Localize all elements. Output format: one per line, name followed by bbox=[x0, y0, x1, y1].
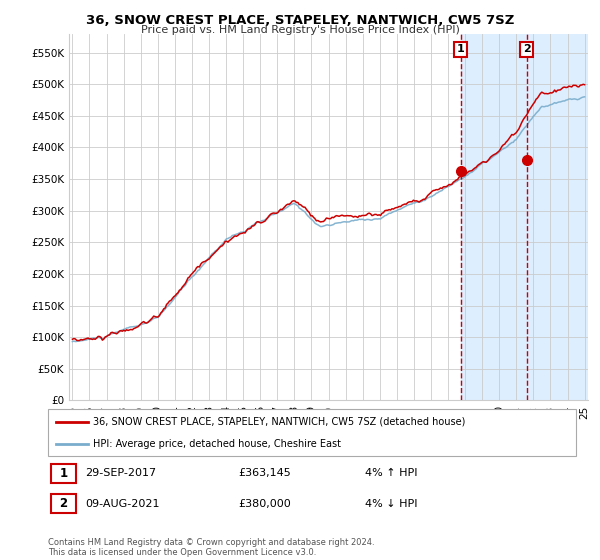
Text: 1: 1 bbox=[59, 467, 67, 480]
Text: 4% ↓ HPI: 4% ↓ HPI bbox=[365, 499, 418, 509]
Text: 2: 2 bbox=[523, 44, 530, 54]
Text: 29-SEP-2017: 29-SEP-2017 bbox=[85, 468, 156, 478]
Text: 36, SNOW CREST PLACE, STAPELEY, NANTWICH, CW5 7SZ: 36, SNOW CREST PLACE, STAPELEY, NANTWICH… bbox=[86, 14, 514, 27]
Text: 36, SNOW CREST PLACE, STAPELEY, NANTWICH, CW5 7SZ (detached house): 36, SNOW CREST PLACE, STAPELEY, NANTWICH… bbox=[93, 417, 465, 427]
Text: 09-AUG-2021: 09-AUG-2021 bbox=[85, 499, 160, 509]
Bar bbox=[461, 34, 593, 400]
Text: Contains HM Land Registry data © Crown copyright and database right 2024.
This d: Contains HM Land Registry data © Crown c… bbox=[48, 538, 374, 557]
Text: 1: 1 bbox=[457, 44, 464, 54]
FancyBboxPatch shape bbox=[48, 409, 576, 456]
FancyBboxPatch shape bbox=[50, 464, 76, 483]
Text: Price paid vs. HM Land Registry's House Price Index (HPI): Price paid vs. HM Land Registry's House … bbox=[140, 25, 460, 35]
Text: £380,000: £380,000 bbox=[238, 499, 291, 509]
Text: 2: 2 bbox=[59, 497, 67, 510]
Text: £363,145: £363,145 bbox=[238, 468, 291, 478]
Text: 4% ↑ HPI: 4% ↑ HPI bbox=[365, 468, 418, 478]
Text: HPI: Average price, detached house, Cheshire East: HPI: Average price, detached house, Ches… bbox=[93, 438, 341, 449]
FancyBboxPatch shape bbox=[50, 494, 76, 514]
